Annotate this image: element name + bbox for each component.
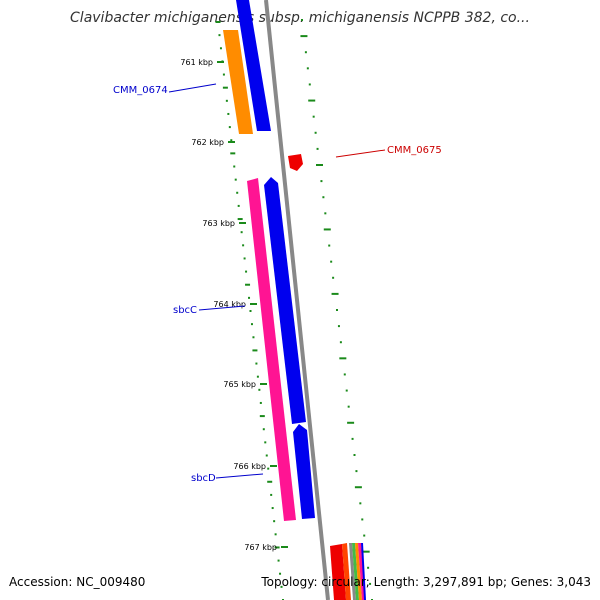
label-cmm-0675[interactable]: CMM_0675	[387, 145, 442, 156]
tick-label: 762 kbp	[191, 138, 224, 147]
gene-sbcd[interactable]	[264, 177, 306, 424]
gene-sbcc[interactable]	[247, 178, 296, 521]
label-sbcd[interactable]: sbcD	[191, 473, 216, 484]
gene-blue-upper[interactable]	[236, 0, 271, 131]
tick-label: 766 kbp	[233, 462, 266, 471]
label-sbcc[interactable]: sbcC	[173, 305, 197, 316]
tick-label: 763 kbp	[202, 219, 235, 228]
gene-cmm-0674[interactable]	[223, 30, 253, 134]
genome-backbone	[264, 0, 330, 600]
leader-cmm-0674	[168, 83, 217, 93]
gc-track-right	[300, 19, 373, 600]
map-title: Clavibacter michiganensis subsp. michiga…	[70, 10, 530, 26]
tick-label: 761 kbp	[180, 58, 213, 67]
gene-cluster-bottom[interactable]	[330, 543, 366, 600]
label-cmm-0674[interactable]: CMM_0674	[113, 85, 168, 96]
tick-label: 767 kbp	[244, 543, 277, 552]
gene-blue-lower[interactable]	[293, 424, 315, 519]
accession-text: Accession: NC_009480	[9, 575, 146, 589]
gc-track-left	[215, 21, 284, 600]
summary-text: Topology: circular; Length: 3,297,891 bp…	[261, 575, 591, 589]
tick-label: 764 kbp	[213, 300, 246, 309]
leader-sbcc	[198, 305, 246, 311]
leader-cmm-0675	[335, 149, 386, 158]
leader-sbcd	[215, 473, 264, 479]
coordinate-ticks: 761 kbp 762 kbp 763 kbp 764 kbp 765 kbp 766 k…	[180, 58, 288, 552]
gene-cmm-0675[interactable]	[288, 154, 303, 171]
tick-label: 765 kbp	[223, 380, 256, 389]
